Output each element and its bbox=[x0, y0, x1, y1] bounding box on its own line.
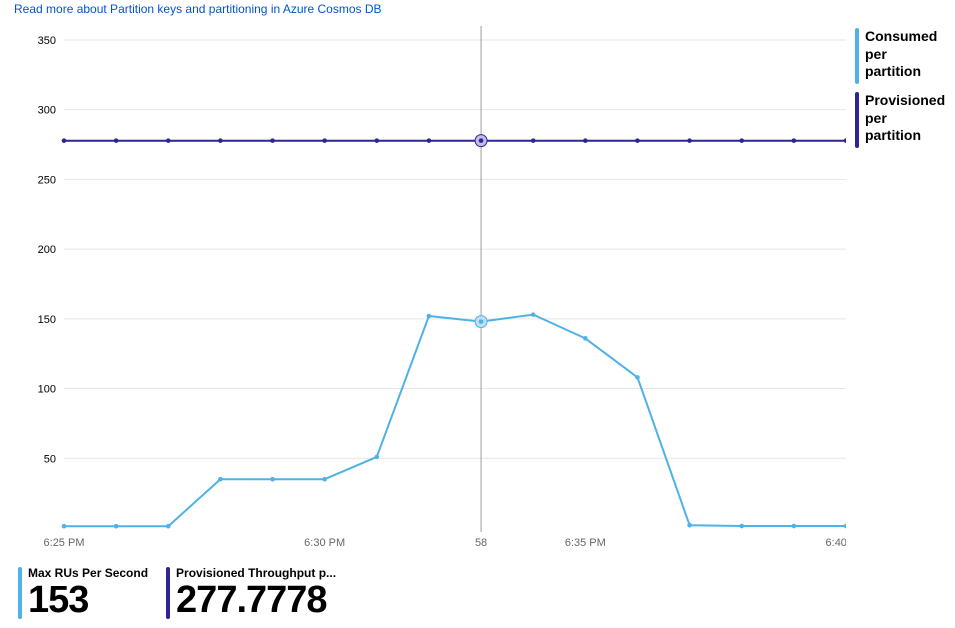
legend-item: Consumedperpartition bbox=[855, 28, 945, 84]
marker-provisioned bbox=[479, 138, 484, 143]
throughput-chart: 50 100 150 200 250 300 350 6:25 PM 6:30 PM 58 6:35… bbox=[14, 22, 846, 556]
y-tick-label: 50 bbox=[44, 453, 56, 465]
marker-consumed bbox=[531, 312, 536, 317]
marker-consumed bbox=[635, 375, 640, 380]
marker-provisioned bbox=[531, 138, 536, 143]
docs-link[interactable]: Read more about Partition keys and parti… bbox=[14, 2, 382, 16]
x-tick-label: 6:25 PM bbox=[44, 537, 85, 549]
legend-swatch bbox=[855, 28, 859, 84]
marker-consumed bbox=[270, 477, 275, 482]
marker-provisioned bbox=[427, 138, 432, 143]
y-tick-label: 350 bbox=[38, 35, 56, 47]
marker-consumed bbox=[739, 524, 744, 529]
y-tick-label: 100 bbox=[38, 384, 56, 396]
x-tick-label: 58 bbox=[475, 537, 487, 549]
legend-item: Provisionedperpartition bbox=[855, 92, 945, 148]
metric-value: 153 bbox=[28, 581, 148, 619]
marker-provisioned bbox=[322, 138, 327, 143]
marker-provisioned bbox=[114, 138, 119, 143]
metric-value: 277.7778 bbox=[176, 581, 336, 619]
marker-consumed bbox=[114, 524, 119, 529]
metric-swatch bbox=[166, 567, 170, 619]
marker-consumed bbox=[479, 319, 484, 324]
marker-provisioned bbox=[739, 138, 744, 143]
marker-provisioned bbox=[792, 138, 797, 143]
metric-label: Provisioned Throughput p... bbox=[176, 567, 336, 579]
chart-legend: Consumedperpartition Provisionedperpartit… bbox=[855, 28, 945, 156]
marker-consumed bbox=[218, 477, 223, 482]
y-tick-label: 200 bbox=[38, 244, 56, 256]
x-tick-label: 6:40 PM bbox=[826, 537, 846, 549]
legend-label: Provisionedperpartition bbox=[865, 92, 945, 148]
x-tick-label: 6:35 PM bbox=[565, 537, 606, 549]
series-consumed bbox=[64, 315, 846, 527]
marker-provisioned bbox=[844, 138, 846, 143]
metric-card: Provisioned Throughput p... 277.7778 bbox=[166, 567, 336, 619]
marker-provisioned bbox=[583, 138, 588, 143]
metric-label: Max RUs Per Second bbox=[28, 567, 148, 579]
marker-consumed bbox=[844, 524, 846, 529]
marker-consumed bbox=[322, 477, 327, 482]
x-tick-label: 6:30 PM bbox=[304, 537, 345, 549]
marker-provisioned bbox=[270, 138, 275, 143]
marker-provisioned bbox=[166, 138, 171, 143]
marker-consumed bbox=[792, 524, 797, 529]
y-tick-label: 150 bbox=[38, 314, 56, 326]
marker-consumed bbox=[375, 455, 380, 460]
marker-provisioned bbox=[375, 138, 380, 143]
marker-provisioned bbox=[62, 138, 67, 143]
metric-card: Max RUs Per Second 153 bbox=[18, 567, 148, 619]
y-tick-label: 300 bbox=[38, 105, 56, 117]
metric-swatch bbox=[18, 567, 22, 619]
marker-provisioned bbox=[218, 138, 223, 143]
metrics-row: Max RUs Per Second 153 Provisioned Through… bbox=[18, 567, 354, 619]
legend-label: Consumedperpartition bbox=[865, 28, 937, 84]
marker-provisioned bbox=[635, 138, 640, 143]
marker-provisioned bbox=[687, 138, 692, 143]
marker-consumed bbox=[427, 314, 432, 319]
legend-swatch bbox=[855, 92, 859, 148]
marker-consumed bbox=[62, 524, 67, 529]
marker-consumed bbox=[166, 524, 171, 529]
marker-consumed bbox=[583, 336, 588, 341]
y-tick-label: 250 bbox=[38, 174, 56, 186]
marker-consumed bbox=[687, 523, 692, 528]
